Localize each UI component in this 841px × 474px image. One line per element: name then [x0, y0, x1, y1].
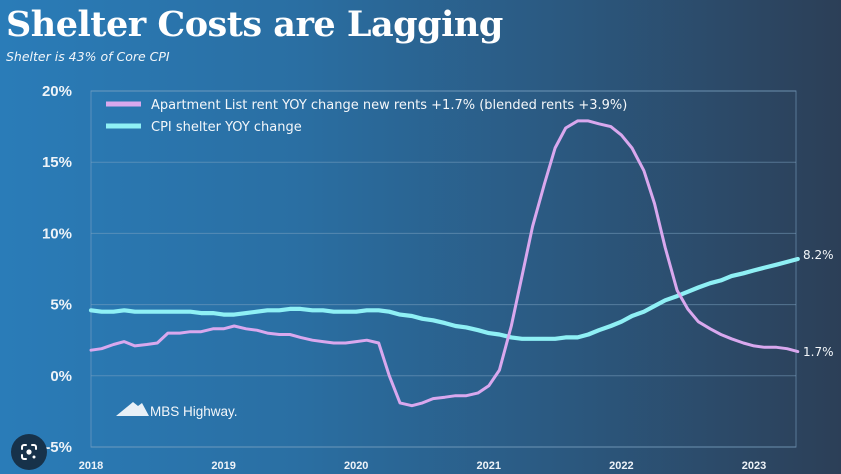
y-tick-label: 0% [50, 368, 72, 385]
end-label-cpi: 8.2% [803, 248, 834, 262]
x-tick-label: 2018 [79, 460, 103, 472]
y-tick-label: 15% [42, 154, 72, 171]
plot-frame [90, 90, 797, 448]
legend-label-rent: Apartment List rent YOY change new rents… [151, 98, 627, 113]
y-tick-label: 5% [50, 297, 72, 314]
y-axis-ticks: 20% 15% 10% 5% 0% -5% [42, 83, 72, 456]
x-axis-ticks: 2018 2019 2020 2021 2022 2023 [79, 460, 766, 472]
mountain-logo-icon [116, 402, 149, 416]
x-tick-label: 2022 [609, 460, 633, 472]
series-lines [88, 119, 800, 408]
y-tick-label: 10% [42, 225, 72, 242]
series-line-apartment-list-rent [89, 119, 800, 408]
x-tick-label: 2021 [477, 460, 501, 472]
google-lens-button[interactable] [11, 434, 47, 470]
x-tick-label: 2023 [742, 460, 766, 472]
end-label-rent: 1.7% [803, 345, 834, 359]
chart-subtitle: Shelter is 43% of Core CPI [6, 49, 170, 64]
mbs-highway-logo: MBS Highway. [116, 402, 238, 419]
legend-label-cpi: CPI shelter YOY change [151, 120, 302, 135]
logo-text: MBS Highway. [150, 404, 238, 419]
series-line-cpi-shelter [88, 256, 800, 341]
end-labels: 8.2% 1.7% [803, 248, 834, 359]
google-lens-icon [21, 444, 37, 460]
x-tick-label: 2020 [344, 460, 368, 472]
y-tick-label: -5% [45, 439, 72, 456]
y-tick-label: 20% [42, 83, 72, 100]
chart-title: Shelter Costs are Lagging [6, 4, 503, 45]
legend: Apartment List rent YOY change new rents… [106, 98, 627, 135]
x-tick-label: 2019 [211, 460, 235, 472]
gridlines [90, 90, 797, 448]
